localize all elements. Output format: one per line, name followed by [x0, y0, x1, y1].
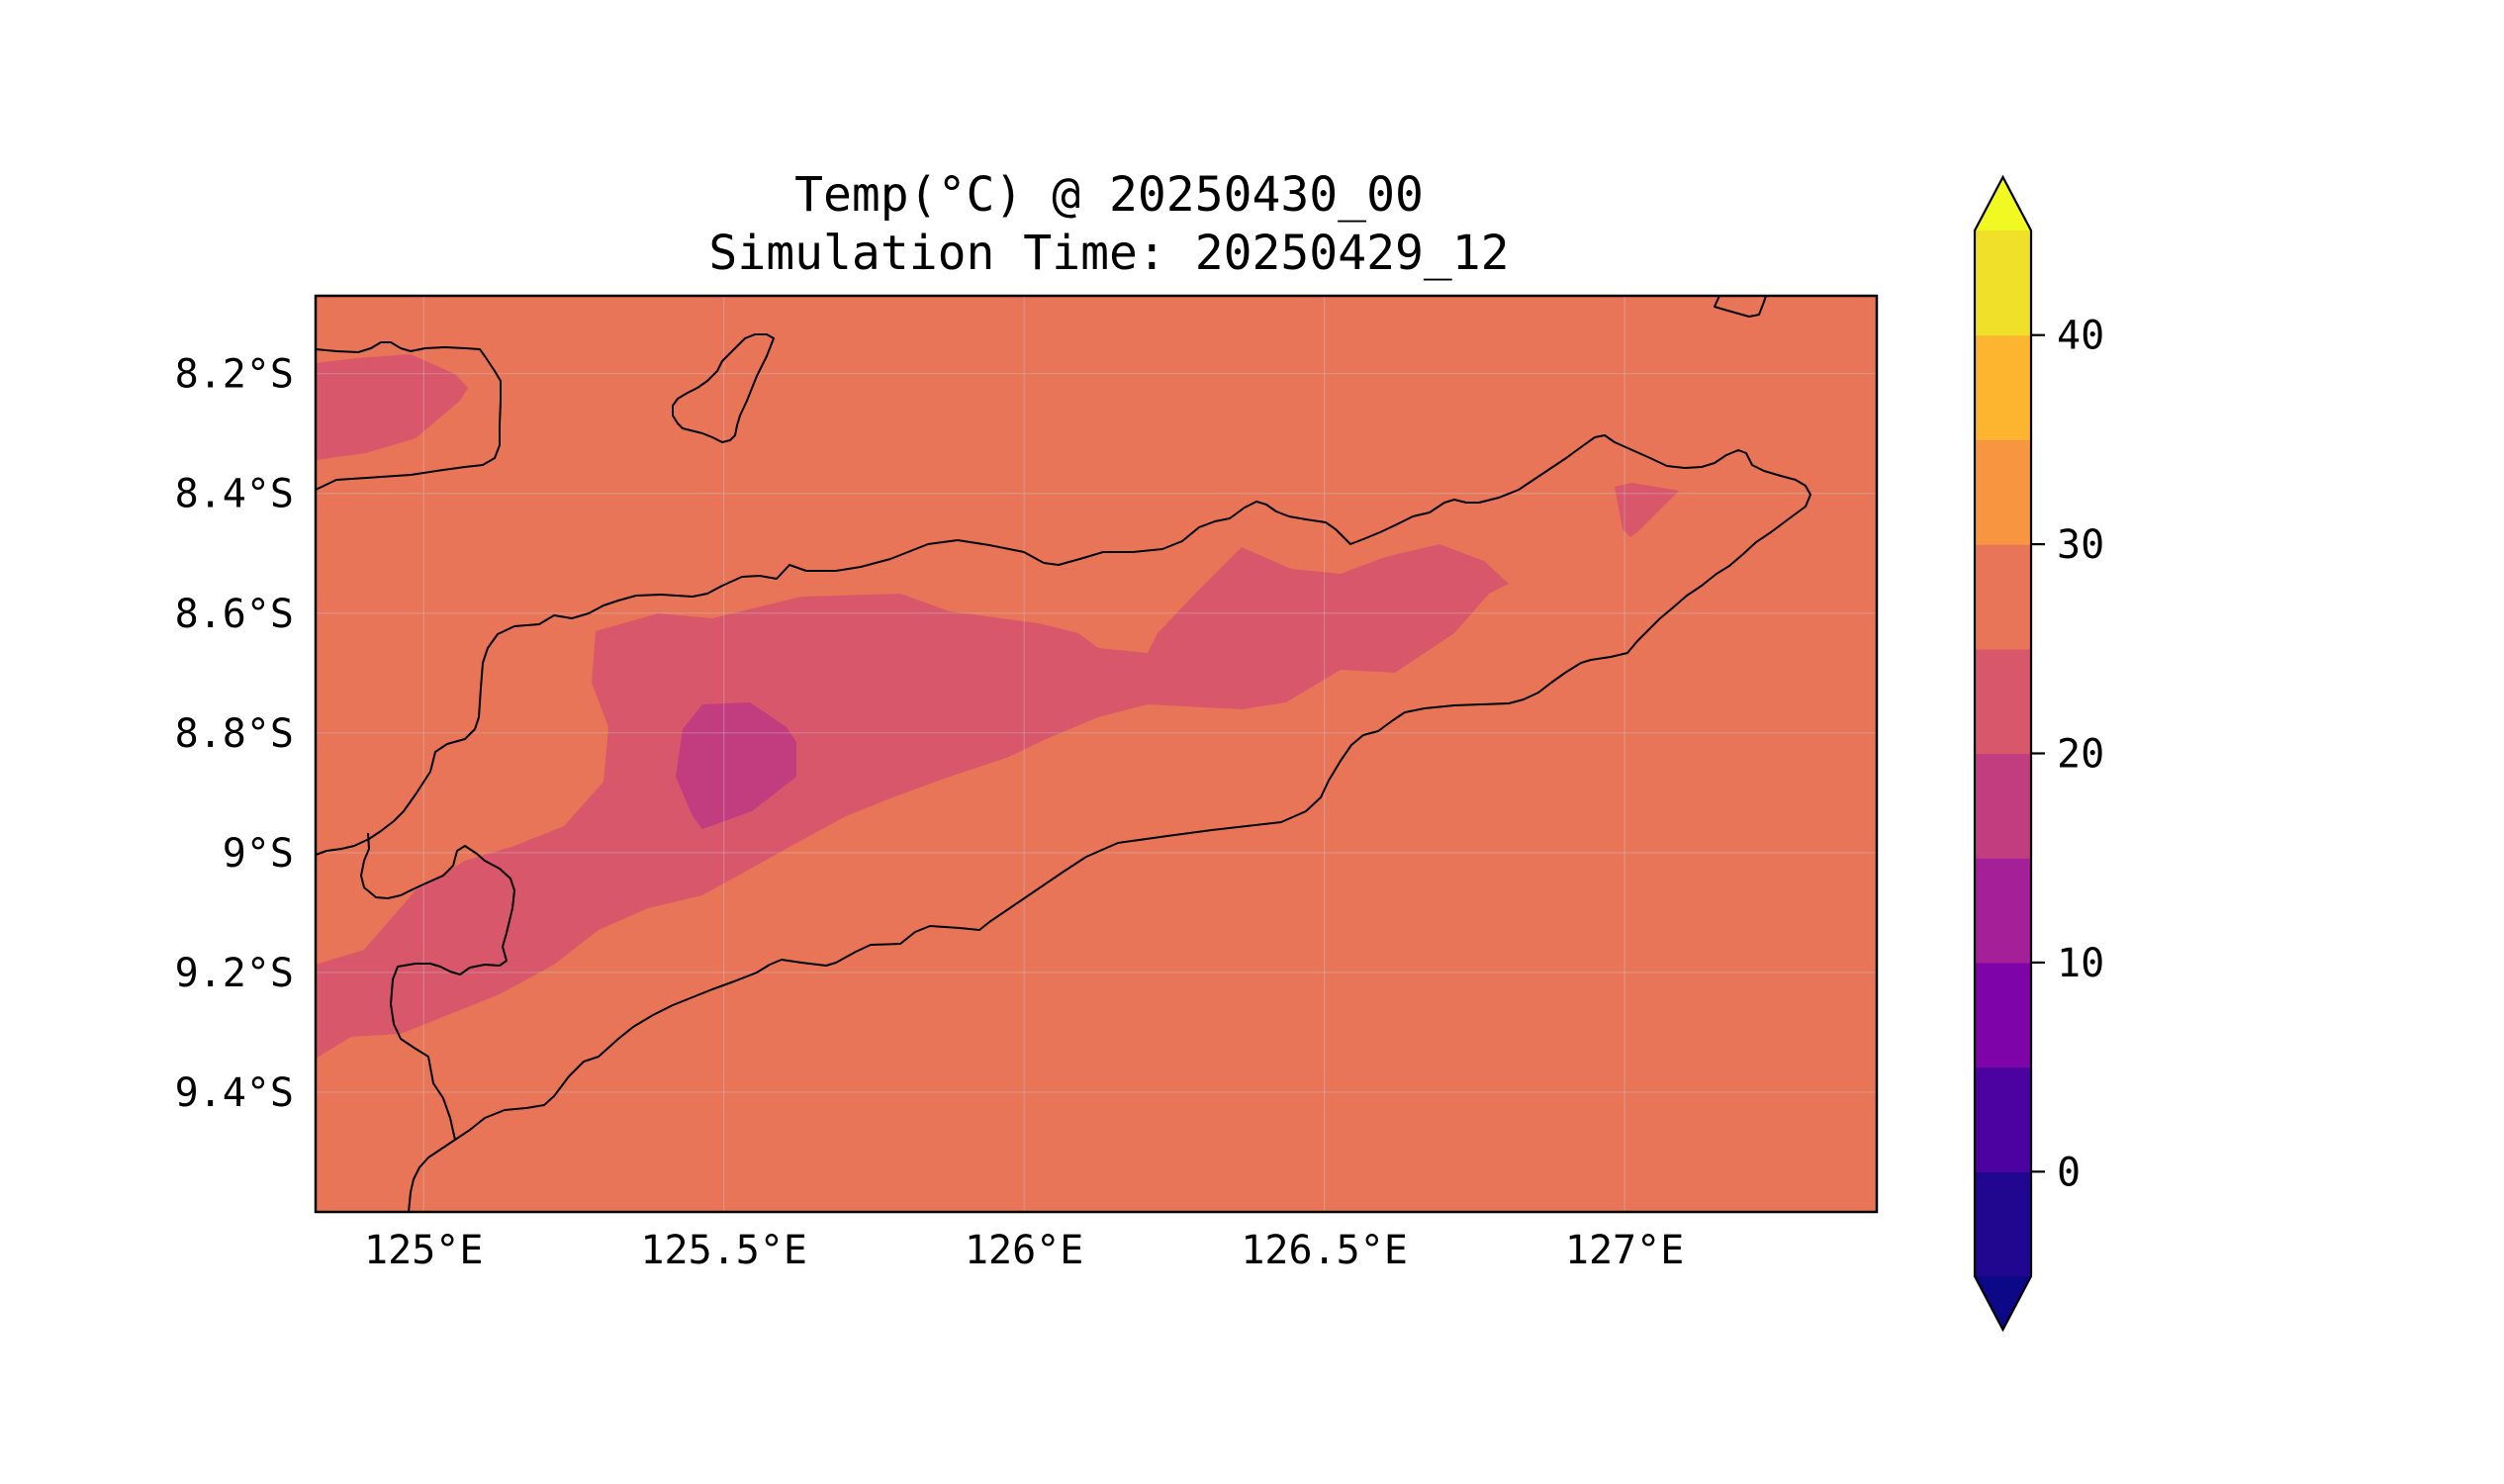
colorbar-segment	[1975, 544, 2031, 650]
contour-20-25-main	[316, 544, 1509, 1059]
y-tick-label: 9.4°S	[175, 1070, 294, 1116]
y-tick-label: 9°S	[223, 831, 294, 877]
colorbar-segment	[1975, 439, 2031, 545]
colorbar-segment	[1975, 1171, 2031, 1277]
colorbar: 0 10 20 30 40	[1973, 174, 2104, 1333]
x-tick-label: 125.5°E	[640, 1228, 807, 1273]
colorbar-segment	[1975, 962, 2031, 1068]
colorbar-tick-label: 10	[2057, 941, 2104, 986]
x-tick-label: 125°E	[364, 1228, 483, 1273]
colorbar-tick-label: 0	[2057, 1150, 2081, 1195]
colorbar-segment	[1975, 1067, 2031, 1172]
map-panel	[314, 294, 1879, 1214]
x-tick-label: 126°E	[965, 1228, 1083, 1273]
map-background	[316, 296, 1877, 1212]
map-frame	[314, 294, 1879, 1214]
colorbar-outline	[1973, 174, 2033, 1333]
y-tick-label: 8.6°S	[175, 592, 294, 637]
colorbar-tick-label: 30	[2057, 522, 2104, 568]
coastline-timor-west-interior	[360, 832, 515, 1141]
x-tick-label: 127°E	[1565, 1228, 1684, 1273]
y-tick-label: 8.2°S	[175, 352, 294, 398]
colorbar-tick-label: 40	[2057, 314, 2104, 359]
x-tick-label: 126.5°E	[1241, 1228, 1408, 1273]
y-tick-label: 8.8°S	[175, 711, 294, 757]
coastline-northwest-island	[315, 341, 502, 491]
y-axis-ticks: 8.2°S 8.4°S 8.6°S 8.8°S 9°S 9.2°S 9.4°S	[175, 352, 294, 1116]
gridlines	[316, 296, 1877, 1212]
coastline-northeast-island	[1714, 295, 1767, 318]
colorbar-tick-label: 20	[2057, 732, 2104, 778]
y-tick-label: 9.2°S	[175, 951, 294, 996]
colorbar-extend-max	[1975, 177, 2031, 231]
plot-subtitle: Simulation Time: 20250429_12	[708, 226, 1509, 281]
colorbar-extend-min	[1975, 1276, 2031, 1330]
plot-title: Temp(°C) @ 20250430_00	[794, 167, 1424, 223]
contour-20-25-topleft	[316, 354, 468, 460]
colorbar-segment	[1975, 334, 2031, 440]
y-tick-label: 8.4°S	[175, 472, 294, 517]
contour-20-25-east	[1615, 483, 1679, 537]
coastline-timor-north	[315, 434, 1811, 1213]
colorbar-segment	[1975, 753, 2031, 859]
colorbar-segment	[1975, 858, 2031, 964]
colorbar-segment	[1975, 648, 2031, 755]
x-axis-ticks: 125°E 125.5°E 126°E 126.5°E 127°E	[364, 1228, 1684, 1273]
contour-15-20-blob	[676, 702, 796, 829]
colorbar-segment	[1975, 231, 2031, 336]
coastline-small-island	[672, 333, 775, 443]
